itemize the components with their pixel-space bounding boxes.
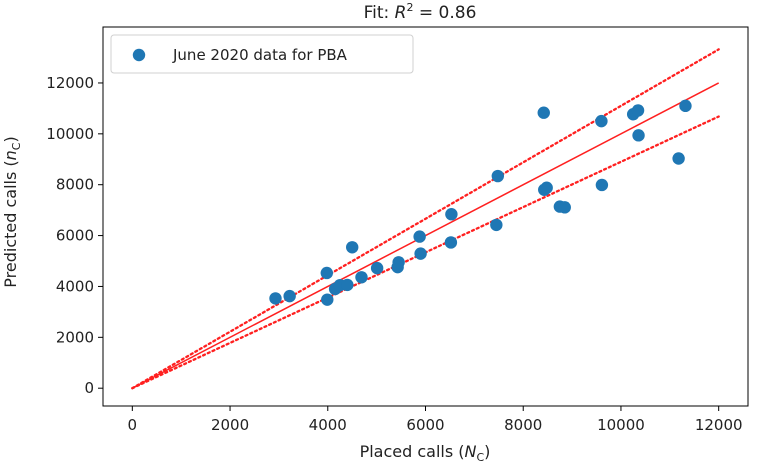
- y-axis-label-end: ): [1, 136, 20, 142]
- chart-title-r: R: [395, 3, 407, 23]
- chart-title-exp: 2: [406, 1, 413, 14]
- x-axis-label-main: Placed calls (: [360, 442, 465, 461]
- data-point: [631, 104, 645, 117]
- data-point: [537, 106, 550, 119]
- x-axis-label: Placed calls (NC): [360, 442, 491, 461]
- data-point: [413, 230, 426, 243]
- x-tick-label: 4000: [309, 416, 347, 434]
- y-tick-label: 6000: [56, 227, 94, 245]
- y-axis-label-sym: n: [1, 150, 20, 160]
- data-point: [444, 236, 458, 249]
- band-line-upper: [131, 48, 720, 390]
- x-tick-label: 8000: [504, 416, 542, 434]
- y-tick-label: 10000: [46, 125, 94, 143]
- chart-title: Fit: R2 = 0.86: [364, 1, 477, 23]
- data-point: [392, 256, 405, 269]
- x-tick-label: 6000: [406, 416, 444, 434]
- y-tick-label: 8000: [56, 176, 94, 194]
- y-tick-label: 2000: [56, 328, 94, 346]
- data-point: [491, 169, 505, 183]
- data-point: [320, 266, 333, 280]
- data-point: [632, 129, 645, 142]
- data-point: [490, 218, 503, 232]
- data-point: [269, 292, 282, 305]
- legend-label: June 2020 data for PBA: [172, 46, 348, 64]
- data-point: [595, 114, 608, 128]
- x-tick-label: 0: [128, 416, 138, 434]
- x-tick-label: 2000: [211, 416, 249, 434]
- x-axis-label-sub: C: [476, 451, 484, 461]
- y-axis-label: Predicted calls (nC): [1, 136, 23, 287]
- chart-title-prefix: Fit:: [364, 3, 395, 23]
- data-point: [283, 289, 296, 303]
- legend-marker: [132, 48, 146, 62]
- y-axis-label-sub: C: [10, 142, 23, 150]
- data-point: [672, 152, 685, 165]
- x-axis-label-sym: N: [465, 442, 477, 461]
- data-point: [341, 278, 354, 292]
- y-tick-label: 12000: [46, 74, 94, 92]
- data-point: [346, 241, 359, 254]
- data-point: [595, 178, 609, 192]
- x-tick-label: 10000: [597, 416, 645, 434]
- x-tick-label: 12000: [695, 416, 743, 434]
- data-point: [679, 99, 692, 113]
- x-axis-label-end: ): [484, 442, 490, 461]
- y-tick-label: 0: [84, 379, 94, 397]
- data-point: [370, 261, 384, 275]
- data-point: [321, 293, 334, 306]
- data-point: [540, 181, 553, 194]
- plot-area: 0 2000 4000 6000 8000 10000 12000 0 2000 4000 6000…: [46, 26, 749, 434]
- data-point: [558, 201, 571, 214]
- y-axis-label-main: Predicted calls (: [1, 160, 20, 287]
- data-point: [355, 271, 368, 284]
- legend-box: [110, 34, 414, 74]
- data-point: [414, 247, 427, 260]
- y-tick-label: 4000: [56, 277, 94, 295]
- chart-title-suffix: = 0.86: [413, 3, 476, 23]
- data-point: [445, 208, 458, 221]
